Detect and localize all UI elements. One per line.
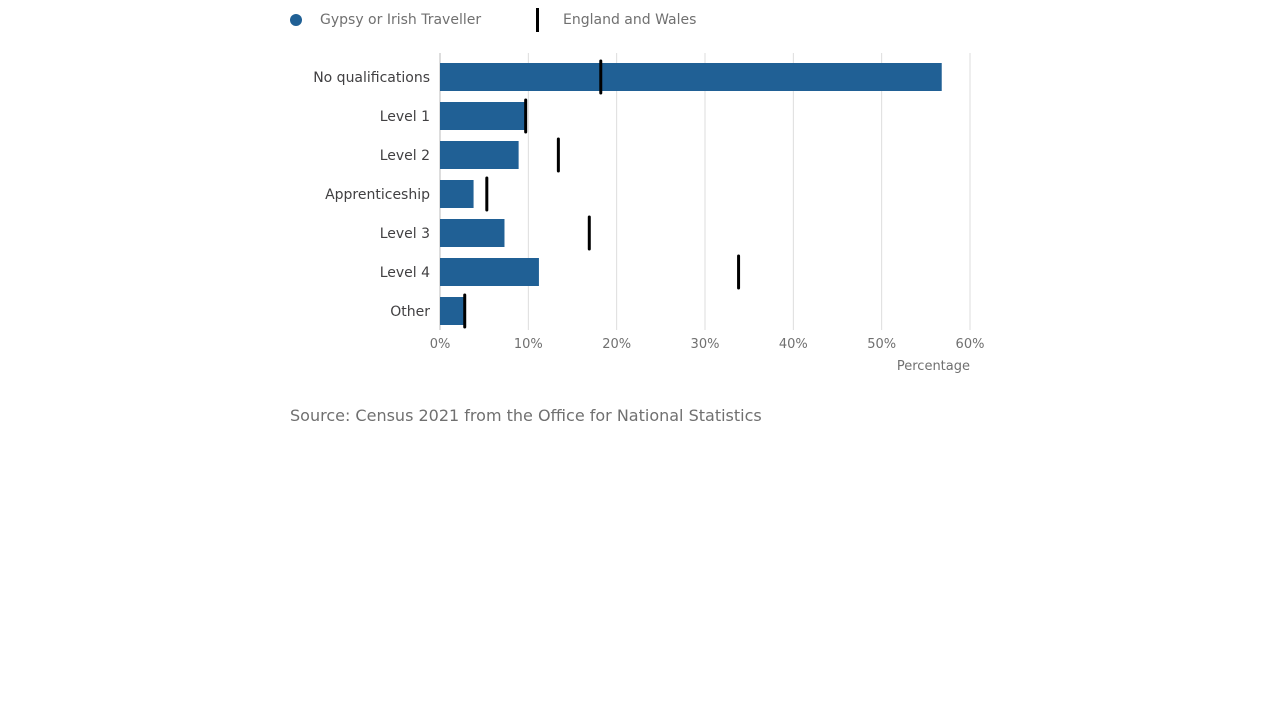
bar xyxy=(440,258,539,286)
bar xyxy=(440,219,504,247)
x-tick-label: 0% xyxy=(430,337,451,352)
x-tick-label: 20% xyxy=(602,337,631,352)
x-tick-label: 60% xyxy=(956,337,985,352)
category-label: Level 3 xyxy=(380,226,430,242)
category-label: Apprenticeship xyxy=(325,187,430,203)
x-tick-label: 50% xyxy=(867,337,896,352)
category-label: Level 4 xyxy=(380,265,430,281)
category-label: Level 1 xyxy=(380,109,430,125)
bar xyxy=(440,141,519,169)
category-label: Level 2 xyxy=(380,148,430,164)
category-label: Other xyxy=(390,304,430,320)
category-label: No qualifications xyxy=(313,70,430,86)
bar xyxy=(440,102,525,130)
x-tick-label: 30% xyxy=(691,337,720,352)
bar xyxy=(440,63,942,91)
bar-chart: 0% 10% 20% 30% 40% 50% 60% Percentage No qualifi… xyxy=(0,0,1280,400)
x-tick-label: 40% xyxy=(779,337,808,352)
bar xyxy=(440,297,464,325)
source-note: Source: Census 2021 from the Office for … xyxy=(290,406,762,425)
x-axis-title: Percentage xyxy=(897,359,970,374)
x-tick-label: 10% xyxy=(514,337,543,352)
bar xyxy=(440,180,474,208)
